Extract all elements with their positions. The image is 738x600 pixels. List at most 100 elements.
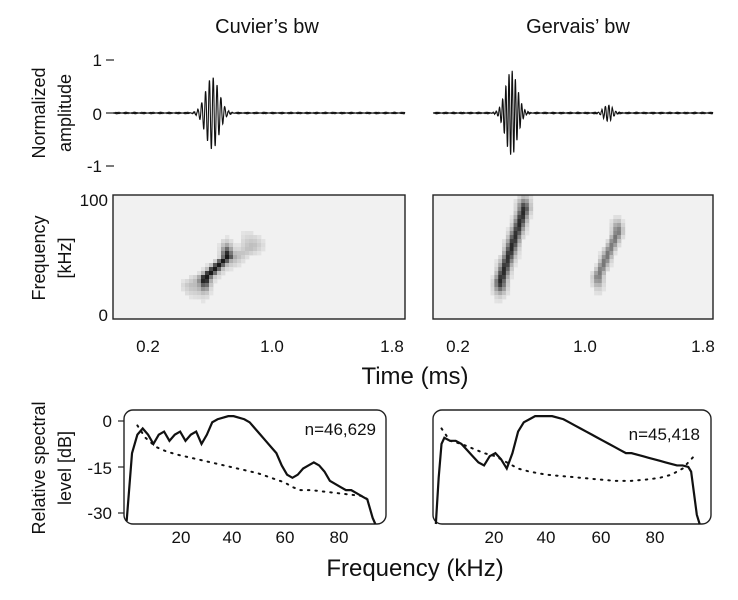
spectrogram-cell [505,243,511,248]
spectrogram-cell [613,215,618,220]
xlabel-time: Time (ms) [361,363,468,390]
waveform-gervais-panel [432,70,714,155]
spectrogram-cell [197,279,202,284]
ylabel-amplitude-line1: Normalized [29,67,49,158]
spectrogram-cell [209,267,214,272]
spectrogram-cell [613,247,618,252]
spectrogram-cell [505,287,511,292]
spectrogram-cell [181,283,186,288]
spectrogram-cell [257,251,262,256]
spectrogram-cell [509,231,514,236]
spectrogram-cell [217,243,222,248]
spectrogram-cell [249,235,254,240]
spectrogram-cell [513,231,518,236]
spectrogram-cell [609,255,614,260]
spectrogram-cell [498,283,503,288]
spectrogram-cell [597,255,603,260]
spectrogram-cell [201,291,206,296]
spectrogram-cell [185,291,190,296]
spectrogram-cell [189,295,194,300]
spectrogram-cell [221,255,226,260]
spectrogram-cell [601,263,607,268]
spectrogram-cell [609,239,614,244]
spectrogram-cell [521,227,526,232]
xtick-time-1-0-right: 1.0 [573,337,597,356]
spectrogram-background [433,195,713,319]
spectrogram-cell [249,251,254,256]
spectrogram-cell [597,259,603,264]
spectrogram-cell [241,243,246,248]
spectrogram-cell [525,219,530,224]
spectrogram-cell [193,291,198,296]
spectrogram-cell [201,287,206,292]
spectrogram-cell [521,211,526,216]
ytick-amp-neg1: -1 [87,157,102,176]
spectrogram-cell [521,207,526,212]
spectrogram-cell [513,227,518,232]
spectrogram-cell [209,275,214,280]
spectrogram-cell [217,255,222,260]
spectrogram-cell [249,247,254,252]
spectrogram-cell [605,259,610,264]
spectrogram-cuvier-panel: Frequency [kHz] 100 0 0.2 1.0 1.8 [29,191,406,356]
spectrogram-cell [185,283,190,288]
spectrogram-cell [609,219,614,224]
spectrogram-cell [502,275,507,280]
spectrogram-cell [502,283,507,288]
spectrogram-cell [528,211,534,216]
spectrogram-cell [513,235,518,240]
spectrogram-cell [513,207,518,212]
spectrogram-cell [601,247,607,252]
spectrogram-cell [502,287,507,292]
spectrogram-cell [494,263,499,268]
spectrogram-cell [613,235,618,240]
spectrogram-cell [505,251,511,256]
spectrum-cuvier-frame [123,409,387,525]
spectrogram-cell [517,243,522,248]
spectrogram-cell [505,275,511,280]
spectrogram-cell [237,243,242,248]
spectrogram-cell [601,271,607,276]
spectrogram-cell [601,259,607,264]
spectrogram-cell [620,235,626,240]
spectrogram-cell [494,271,499,276]
spectrogram-cell [205,263,210,268]
spectrogram-cell [498,275,503,280]
spectrogram-cell [193,279,198,284]
spectrogram-cell [225,267,230,272]
spectrogram-cell [525,195,530,200]
spectrum-gervais-dotted-line [440,427,695,482]
spectrogram-cell [521,195,526,200]
spectrogram-cell [617,243,622,248]
xtick-time-0-2-right: 0.2 [446,337,470,356]
spectrogram-cell [193,283,198,288]
ylabel-frequency-line2: [kHz] [55,237,75,278]
waveform-cuvier-panel: Normalized amplitude 1 0 -1 [29,51,406,176]
spectrogram-cell [597,283,603,288]
spectrogram-cell [225,239,230,244]
spectrogram-cell [494,259,499,264]
spectrogram-cell [517,215,522,220]
spectrogram-cell [597,267,603,272]
spectrogram-cell [505,231,511,236]
spectrogram-cell [189,287,194,292]
spectrogram-cell [590,279,595,284]
spectrogram-cell [229,239,234,244]
spectrogram-cell [502,259,507,264]
spectrogram-cell [505,271,511,276]
spectrogram-cell [197,271,202,276]
spectrogram-cell [620,227,626,232]
spectrogram-cell [594,291,599,296]
spectrogram-cell [209,263,214,268]
spectrogram-cell [505,255,511,260]
spectrogram-cell [217,271,222,276]
xtick-freq-40-right: 40 [537,528,556,547]
spectrogram-cell [517,227,522,232]
title-gervais: Gervais’ bw [526,16,630,38]
spectrogram-cell [498,267,503,272]
spectrogram-cell [513,243,518,248]
xtick-freq-40-left: 40 [223,528,242,547]
spectrogram-cell [225,259,230,264]
spectrogram-cell [197,291,202,296]
spectrogram-cell [205,271,210,276]
